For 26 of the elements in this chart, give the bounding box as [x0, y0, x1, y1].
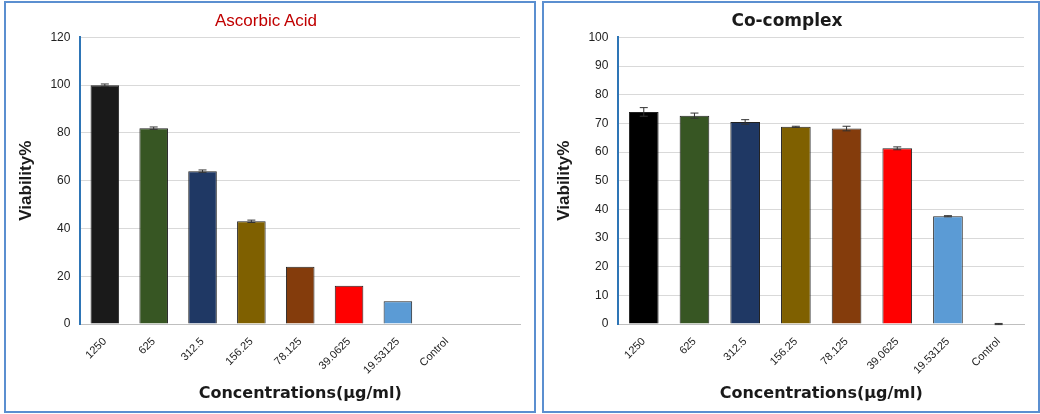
x-axis-title: Concentrations(µg/ml): [719, 382, 923, 402]
y-tick-label: 30: [595, 230, 609, 245]
y-tick-label: 90: [595, 58, 609, 73]
y-tick-label: 60: [595, 144, 609, 159]
x-tick-label: 625: [676, 334, 699, 357]
y-axis-title: Viability%: [15, 140, 35, 221]
y-tick-label: 0: [63, 316, 71, 331]
y-tick-label: 20: [57, 268, 71, 283]
chart-title: Ascorbic Acid: [214, 10, 318, 30]
x-tick-label: 625: [135, 334, 158, 357]
y-tick-label: 80: [595, 87, 609, 102]
y-tick-label: 100: [588, 29, 609, 44]
y-tick-label: 70: [595, 115, 609, 130]
y-tick-label: 10: [595, 287, 609, 302]
y-tick-label: 60: [57, 173, 71, 188]
x-axis-title: Concentrations(µg/ml): [198, 382, 402, 402]
y-tick-label: 50: [595, 173, 609, 188]
y-tick-label: 0: [601, 316, 609, 331]
y-tick-label: 20: [595, 259, 609, 274]
y-axis-title: Viability%: [553, 140, 573, 221]
y-tick-label: 100: [50, 77, 71, 92]
y-tick-label: 40: [57, 220, 71, 235]
chart-title: Co-complex: [731, 9, 843, 30]
y-tick-label: 80: [57, 125, 71, 140]
y-tick-label: 40: [595, 201, 609, 216]
y-tick-label: 120: [50, 29, 71, 44]
